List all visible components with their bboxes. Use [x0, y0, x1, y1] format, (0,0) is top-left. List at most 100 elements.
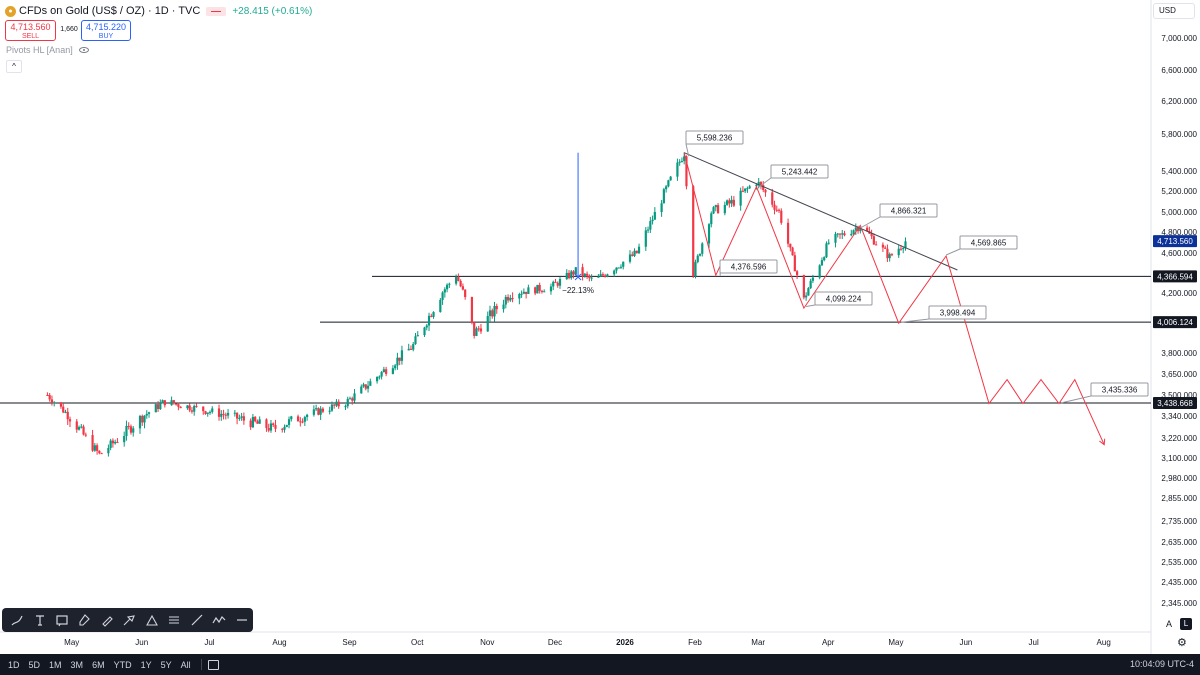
candle-body — [556, 282, 559, 286]
candle-body — [712, 207, 715, 214]
candle-body — [836, 233, 839, 235]
candle-body — [854, 227, 857, 231]
candle-body — [283, 426, 286, 430]
ruler-icon[interactable] — [186, 608, 208, 632]
candle-body — [685, 156, 688, 187]
spread-value: 1,660 — [60, 26, 78, 33]
candle-body — [527, 287, 530, 294]
range-5d-button[interactable]: 5D — [28, 659, 41, 670]
buy-button[interactable]: 4,715.220 BUY — [81, 20, 131, 41]
highlighter-icon[interactable] — [118, 608, 140, 632]
pencil-icon[interactable] — [96, 608, 118, 632]
callout-box[interactable] — [928, 305, 987, 320]
candle-body — [445, 284, 449, 290]
x-tick-label: Sep — [342, 638, 357, 647]
y-tick-label: 4,800.000 — [1161, 228, 1197, 237]
gold-logo-icon: ● — [5, 5, 16, 17]
range-all-button[interactable]: All — [180, 659, 191, 670]
price-axis-tag — [1153, 235, 1197, 248]
clock[interactable]: 10:04:09 UTC-4 — [1129, 659, 1194, 669]
candle-body — [802, 275, 805, 298]
gear-icon[interactable]: ⚙ — [1177, 637, 1187, 649]
currency-selector[interactable]: USD — [1153, 3, 1195, 19]
candle-body — [723, 204, 726, 214]
indicator-name[interactable]: Pivots HL [Anan] — [6, 45, 73, 55]
candle-body — [114, 441, 117, 444]
candle-body — [744, 188, 747, 192]
candle-body — [407, 348, 410, 351]
projection-path[interactable] — [683, 152, 1105, 445]
candle-body — [443, 289, 446, 293]
collapse-legend-button[interactable]: ^ — [6, 60, 22, 73]
candle-body — [707, 224, 711, 244]
candle-body — [222, 413, 225, 415]
eye-icon[interactable] — [78, 47, 89, 53]
y-tick-label: 2,345.000 — [1161, 599, 1197, 608]
callout-box[interactable] — [719, 259, 778, 274]
log-scale-button[interactable]: L — [1180, 618, 1192, 630]
price-chart[interactable]: 7,000.000 6,600.000 6,200.000 5,800.000 5,40… — [0, 0, 1200, 654]
candle-body — [549, 286, 553, 292]
pin-icon[interactable] — [73, 608, 95, 632]
note-icon[interactable] — [51, 608, 73, 632]
candle-body — [107, 447, 110, 454]
candle-body — [665, 186, 668, 190]
callout-box[interactable] — [685, 130, 744, 145]
y-tick-label: 2,435.000 — [1161, 578, 1197, 587]
calendar-icon[interactable] — [207, 659, 219, 670]
candle-body — [75, 421, 78, 430]
sell-button[interactable]: 4,713.560 SELL — [5, 20, 56, 41]
auto-scale-button[interactable]: A — [1166, 619, 1173, 629]
range-1y-button[interactable]: 1Y — [140, 659, 152, 670]
y-tick-label: 7,000.000 — [1161, 34, 1197, 43]
y-tick-label: 4,600.000 — [1161, 249, 1197, 258]
candle-body — [775, 209, 778, 211]
candle-body — [773, 204, 776, 210]
candle-body — [795, 271, 799, 276]
symbol-header[interactable]: ● CFDs on Gold (US$ / OZ) · 1D · TVC +28… — [5, 3, 312, 19]
minus-icon[interactable] — [231, 608, 253, 632]
candle-body — [540, 290, 544, 292]
candle-body — [409, 348, 413, 350]
text-icon[interactable] — [28, 608, 50, 632]
candle-body — [534, 287, 537, 294]
indicator-legend[interactable]: Pivots HL [Anan] — [6, 45, 89, 55]
measure-cross — [574, 273, 582, 281]
candle-body — [509, 297, 512, 301]
range-5y-button[interactable]: 5Y — [160, 659, 172, 670]
symbol-title[interactable]: CFDs on Gold (US$ / OZ) · 1D · TVC — [19, 5, 201, 17]
path-icon[interactable] — [141, 608, 163, 632]
candle-body — [224, 414, 227, 416]
candle-body — [116, 441, 119, 443]
candle-body — [206, 412, 209, 414]
price-axis-tag-label: 4,006.124 — [1157, 318, 1193, 327]
candle-body — [299, 421, 302, 423]
trendline[interactable] — [683, 152, 958, 271]
range-1d-button[interactable]: 1D — [8, 659, 20, 670]
callout-box[interactable] — [959, 235, 1018, 250]
callout-label: 4,866.321 — [891, 207, 927, 216]
lines-icon[interactable] — [163, 608, 185, 632]
callout-box[interactable] — [770, 164, 829, 179]
candle-body — [202, 406, 205, 412]
market-status-icon — [206, 6, 227, 16]
x-tick-label: Jun — [959, 638, 972, 647]
candle-body — [488, 310, 492, 316]
callout-box[interactable] — [814, 291, 873, 306]
zigzag-icon[interactable] — [208, 608, 230, 632]
brush-icon[interactable] — [6, 608, 28, 632]
candle-body — [825, 243, 828, 258]
range-1m-button[interactable]: 1M — [49, 659, 62, 670]
candle-body — [251, 416, 255, 428]
candle-body — [287, 419, 291, 425]
candle-body — [755, 184, 758, 187]
callout-box[interactable] — [879, 203, 938, 218]
callout-box[interactable] — [1090, 382, 1149, 397]
range-ytd-button[interactable]: YTD — [113, 659, 132, 670]
price-axis-tag-label: 4,366.594 — [1157, 272, 1193, 281]
range-3m-button[interactable]: 3M — [70, 659, 84, 670]
candle-body — [328, 410, 331, 412]
callout-leader — [806, 304, 816, 307]
range-6m-button[interactable]: 6M — [92, 659, 105, 670]
